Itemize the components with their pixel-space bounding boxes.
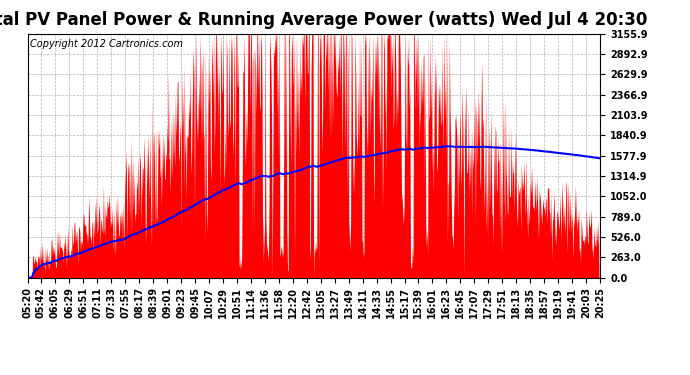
Text: Total PV Panel Power & Running Average Power (watts) Wed Jul 4 20:30: Total PV Panel Power & Running Average P…	[0, 11, 647, 29]
Text: Copyright 2012 Cartronics.com: Copyright 2012 Cartronics.com	[30, 39, 184, 49]
